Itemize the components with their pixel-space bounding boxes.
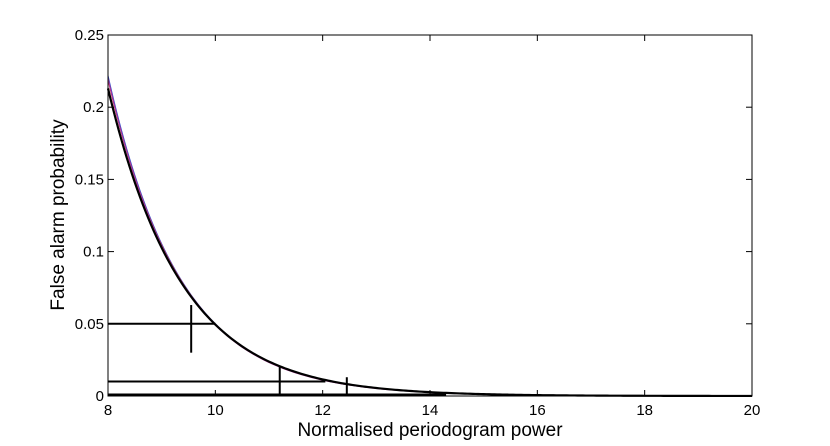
threshold-layer [108,305,447,396]
y-tick-label: 0.1 [83,244,104,261]
y-tick-label: 0 [96,388,104,405]
y-tick-label: 0.25 [75,27,104,44]
plot-background [108,35,752,396]
x-tick-label: 12 [314,402,331,419]
y-tick-label: 0.15 [75,171,104,188]
x-tick-label: 16 [529,402,546,419]
x-tick-label: 8 [104,402,112,419]
x-tick-label: 20 [744,402,761,419]
tick-layer: 8 10 12 14 16 18 20 0 0.05 0.1 0.15 0.2 0.25 [75,27,761,419]
x-axis-label: Normalised periodogram power [297,420,563,441]
y-tick-label: 0.2 [83,99,104,116]
y-tick-label: 0.05 [75,316,104,333]
x-tick-label: 18 [636,402,653,419]
x-tick-label: 14 [422,402,439,419]
y-axis-label: False alarm probability [48,119,69,311]
x-tick-label: 10 [207,402,224,419]
